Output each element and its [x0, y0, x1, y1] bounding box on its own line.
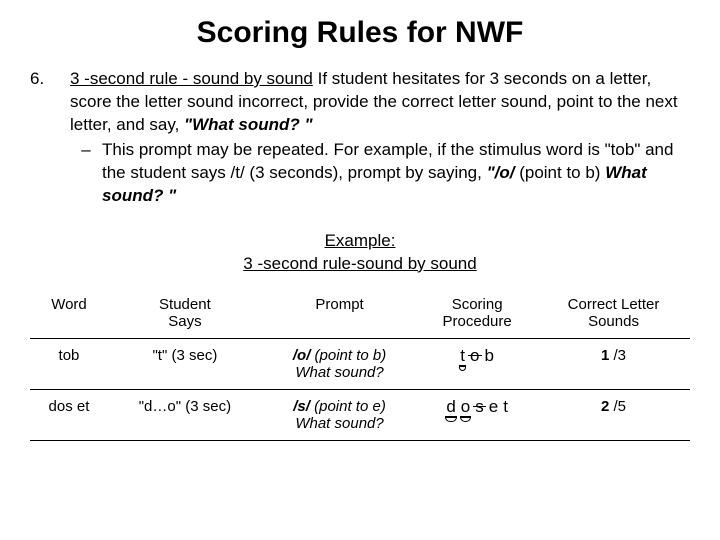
cell-cls: 1 /3 — [537, 338, 690, 389]
example-line2: 3 -second rule-sound by sound — [243, 254, 476, 273]
slide: Scoring Rules for NWF 6. 3 -second rule … — [0, 0, 720, 540]
example-line1: Example: — [325, 231, 396, 250]
th-cls-l1: Correct Letter — [568, 296, 660, 313]
scoring-letter: o — [470, 347, 479, 364]
th-says: Student Says — [108, 292, 262, 339]
th-cls: Correct Letter Sounds — [537, 292, 690, 339]
scoring-letter: t — [503, 398, 508, 415]
th-word: Word — [30, 292, 108, 339]
th-says-l1: Student — [159, 296, 211, 313]
list-number: 6. — [30, 68, 70, 208]
th-scoring-l1: Scoring — [452, 296, 503, 313]
th-prompt: Prompt — [262, 292, 417, 339]
example-table: Word Student Says Prompt Scoring Procedu… — [30, 292, 690, 441]
th-scoring-l2: Procedure — [443, 313, 512, 330]
scoring-letter: o — [461, 398, 470, 415]
sub-text: This prompt may be repeated. For example… — [102, 139, 690, 208]
cell-scoring: doset — [417, 389, 537, 440]
cell-word: tob — [30, 338, 108, 389]
th-says-l2: Says — [168, 313, 201, 330]
cell-cls: 2 /5 — [537, 389, 690, 440]
rule-item: 6. 3 -second rule - sound by sound If st… — [30, 68, 690, 208]
slide-title: Scoring Rules for NWF — [30, 16, 690, 50]
table-body: tob"t" (3 sec)/o/ (point to b)What sound… — [30, 338, 690, 440]
sub-quote: "/o/ — [487, 163, 520, 182]
cell-prompt: /s/ (point to e)What sound? — [262, 389, 417, 440]
scoring-letter: t — [460, 347, 465, 364]
scoring-letter: d — [446, 398, 455, 415]
cell-says: "d…o" (3 sec) — [108, 389, 262, 440]
table-row: tob"t" (3 sec)/o/ (point to b)What sound… — [30, 338, 690, 389]
rule-quote: "What sound? " — [184, 115, 313, 134]
example-heading: Example: 3 -second rule-sound by sound — [30, 230, 690, 276]
scoring-letter: b — [485, 347, 494, 364]
cell-prompt: /o/ (point to b)What sound? — [262, 338, 417, 389]
dash-marker: – — [70, 139, 102, 208]
cell-says: "t" (3 sec) — [108, 338, 262, 389]
rule-text: 3 -second rule - sound by sound If stude… — [70, 68, 690, 208]
sub-text-b: (point to b) — [519, 163, 600, 182]
th-cls-l2: Sounds — [588, 313, 639, 330]
scoring-letter: e — [489, 398, 498, 415]
cell-scoring: tob — [417, 338, 537, 389]
table-row: dos et"d…o" (3 sec)/s/ (point to e)What … — [30, 389, 690, 440]
cell-word: dos et — [30, 389, 108, 440]
scoring-letter: s — [475, 398, 484, 415]
table-header-row: Word Student Says Prompt Scoring Procedu… — [30, 292, 690, 339]
th-scoring: Scoring Procedure — [417, 292, 537, 339]
rule-label: 3 -second rule - sound by sound — [70, 69, 313, 88]
rule-subitem: – This prompt may be repeated. For examp… — [70, 139, 690, 208]
